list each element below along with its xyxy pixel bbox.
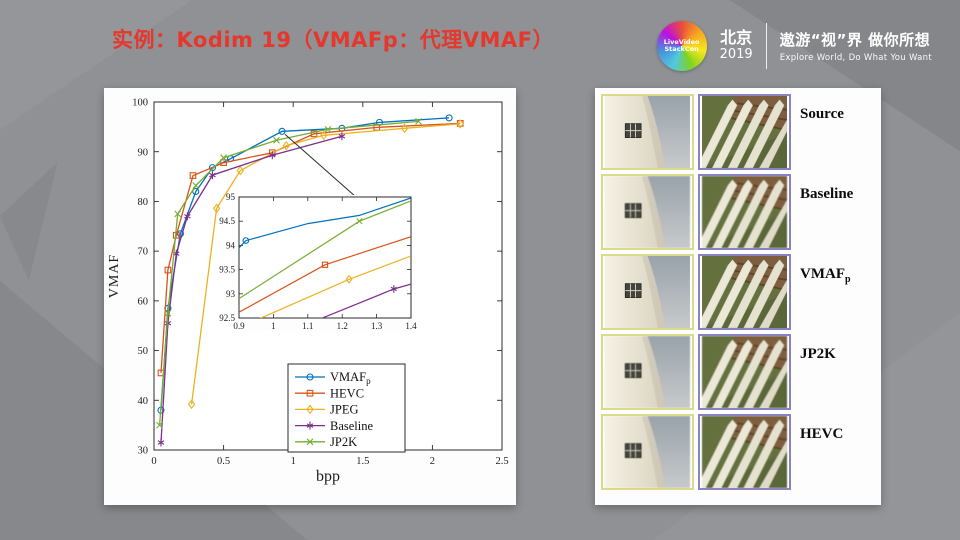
lighthouse-crop bbox=[601, 254, 694, 330]
svg-text:80: 80 bbox=[138, 197, 149, 208]
svg-text:1.1: 1.1 bbox=[302, 321, 313, 331]
svg-text:94: 94 bbox=[226, 240, 236, 250]
svg-text:0: 0 bbox=[151, 456, 156, 467]
svg-text:0.9: 0.9 bbox=[233, 321, 245, 331]
conference-year: 2019 bbox=[719, 46, 753, 62]
inset-series-JPEG bbox=[259, 255, 411, 318]
rd-chart-panel: 0 0.5 1 1.5 2 2.5 30 40 50 60 70 80 90 100 bpp VMAF 0.9 1… bbox=[104, 88, 516, 505]
svg-text:1.5: 1.5 bbox=[356, 456, 369, 467]
codec-label: VMAFp bbox=[800, 266, 851, 285]
svg-text:40: 40 bbox=[138, 396, 149, 407]
slogan-en: Explore World, Do What You Want bbox=[779, 53, 932, 63]
inset-series-HEVC bbox=[239, 236, 411, 313]
comparison-row: Source bbox=[601, 94, 875, 170]
codec-label: Baseline bbox=[800, 186, 854, 202]
inset-series-Baseline bbox=[320, 283, 411, 318]
fence-crop bbox=[698, 414, 791, 490]
svg-text:VMAF: VMAF bbox=[107, 254, 122, 298]
rd-chart: 0 0.5 1 1.5 2 2.5 30 40 50 60 70 80 90 100 bpp VMAF 0.9 1… bbox=[107, 98, 509, 485]
livevideostackcon-logo: LiveVideoStackCon bbox=[656, 21, 707, 71]
comparison-row: VMAFp bbox=[601, 254, 875, 330]
logo-text: LiveVideoStackCon bbox=[663, 37, 700, 53]
svg-text:93: 93 bbox=[226, 289, 236, 299]
inset-series-JP2K bbox=[239, 200, 411, 300]
header-divider bbox=[765, 23, 767, 69]
svg-text:92.5: 92.5 bbox=[219, 313, 235, 323]
svg-text:70: 70 bbox=[138, 247, 149, 258]
svg-text:1.4: 1.4 bbox=[405, 321, 417, 331]
svg-text:1.3: 1.3 bbox=[371, 321, 383, 331]
slide-title: 实例：Kodim 19（VMAFp：代理VMAF） bbox=[112, 28, 555, 52]
svg-text:50: 50 bbox=[138, 346, 149, 357]
zoom-callout-line bbox=[284, 133, 357, 198]
lighthouse-crop bbox=[601, 334, 694, 410]
fence-crop bbox=[698, 94, 791, 170]
svg-text:HEVC: HEVC bbox=[330, 386, 364, 400]
svg-text:0.5: 0.5 bbox=[217, 456, 230, 467]
codec-label: Source bbox=[800, 106, 844, 122]
svg-text:JPEG: JPEG bbox=[330, 403, 358, 417]
svg-text:95: 95 bbox=[226, 192, 236, 202]
series-JP2K bbox=[156, 117, 422, 429]
codec-label: HEVC bbox=[800, 426, 844, 442]
inset-axes: 0.9 1 1.1 1.2 1.3 1.4 92.5 93 93.5 94 94.5 95 bbox=[219, 192, 417, 331]
svg-text:1.2: 1.2 bbox=[337, 321, 348, 331]
codec-label: JP2K bbox=[800, 346, 836, 362]
fence-crop bbox=[698, 334, 791, 410]
lighthouse-crop bbox=[601, 414, 694, 490]
svg-text:60: 60 bbox=[138, 296, 149, 307]
comparison-row: JP2K bbox=[601, 334, 875, 410]
svg-text:bpp: bpp bbox=[316, 468, 340, 485]
svg-text:1: 1 bbox=[271, 321, 276, 331]
svg-text:100: 100 bbox=[132, 98, 148, 109]
image-comparison-panel: Source Baseline VMAFp JP2K HEVC bbox=[595, 88, 881, 505]
svg-text:1: 1 bbox=[291, 456, 296, 467]
conference-city-year: 北京 2019 bbox=[719, 28, 753, 62]
svg-text:2: 2 bbox=[430, 456, 435, 467]
slogan-cn: 遨游“视”界 做你所想 bbox=[779, 31, 931, 49]
svg-text:30: 30 bbox=[138, 446, 149, 457]
lighthouse-crop bbox=[601, 94, 694, 170]
conference-city: 北京 bbox=[720, 28, 753, 48]
svg-text:94.5: 94.5 bbox=[219, 216, 235, 226]
lighthouse-crop bbox=[601, 174, 694, 250]
comparison-row: Baseline bbox=[601, 174, 875, 250]
svg-text:93.5: 93.5 bbox=[219, 265, 235, 275]
header-logo-block: LiveVideoStackCon 北京 2019 遨游“视”界 做你所想 Ex… bbox=[656, 16, 932, 76]
series-JPEG bbox=[187, 119, 464, 410]
svg-text:JP2K: JP2K bbox=[330, 435, 357, 449]
fence-crop bbox=[698, 254, 791, 330]
svg-text:Baseline: Baseline bbox=[330, 419, 373, 433]
slogan-block: 遨游“视”界 做你所想 Explore World, Do What You W… bbox=[780, 29, 932, 63]
svg-text:2.5: 2.5 bbox=[495, 456, 508, 467]
fence-crop bbox=[698, 174, 791, 250]
comparison-row: HEVC bbox=[601, 414, 875, 490]
inset-series-VMAFp bbox=[239, 197, 411, 249]
svg-text:VMAFp: VMAFp bbox=[330, 370, 371, 386]
svg-text:90: 90 bbox=[138, 147, 149, 158]
